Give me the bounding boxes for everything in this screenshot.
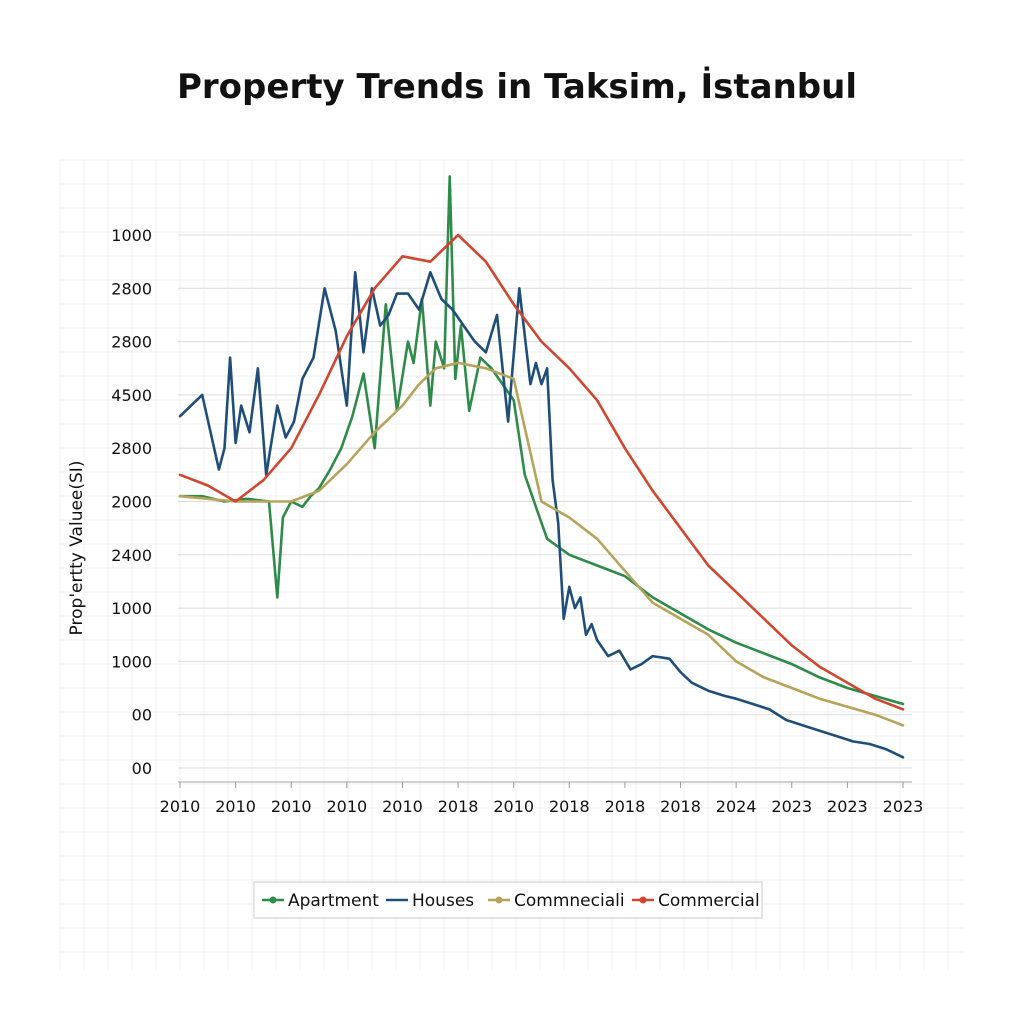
chart-title: Property Trends in Taksim, İstanbul (177, 66, 857, 107)
y-tick-label: 1000 (111, 652, 152, 671)
x-tick-label: 2010 (215, 797, 256, 816)
y-axis-ticks: 1000 2800 2800 4500 2800 2000 2400 1000 1000 00 00 (111, 226, 152, 778)
x-tick-label: 2024 (716, 797, 757, 816)
legend-label-commneciali: Commneciali (514, 891, 625, 911)
x-tick-label: 2018 (438, 797, 479, 816)
x-tick-label: 2023 (883, 797, 924, 816)
legend-marker-commneciali (495, 896, 503, 904)
y-axis-label: Prop'ertty Valuee(SI) (67, 461, 87, 636)
legend-label-houses: Houses (412, 891, 474, 911)
legend-label-commercial: Commercial (658, 891, 760, 911)
legend: Apartment Houses Commneciali Commercial (253, 881, 763, 919)
series-line-commercial (178, 233, 905, 711)
x-tick-label: 2010 (493, 797, 534, 816)
series-line-apartment (178, 175, 905, 706)
y-tick-label: 2000 (111, 493, 152, 512)
x-tick-label: 2023 (827, 797, 868, 816)
x-tick-label: 2010 (326, 797, 367, 816)
horizontal-gridlines (178, 234, 912, 769)
x-tick-label: 2010 (271, 797, 312, 816)
x-tick-label: 2023 (771, 797, 812, 816)
y-tick-label: 1000 (111, 599, 152, 618)
y-tick-label: 2400 (111, 546, 152, 565)
x-tick-label: 2018 (660, 797, 701, 816)
legend-marker-apartment (269, 896, 277, 904)
y-tick-label: 00 (132, 759, 152, 778)
x-tick-label: 2010 (160, 797, 201, 816)
legend-marker-commercial (639, 896, 647, 904)
y-tick-label: 00 (132, 706, 152, 725)
y-tick-label: 4500 (111, 386, 152, 405)
x-tick-label: 2018 (605, 797, 646, 816)
legend-label-apartment: Apartment (288, 891, 379, 911)
series-line-houses (178, 270, 905, 759)
legend-items: Apartment Houses Commneciali Commercial (262, 891, 760, 911)
series-layer (178, 175, 905, 759)
x-tick-label: 2018 (549, 797, 590, 816)
series-line-commneciali (178, 361, 905, 727)
y-tick-label: 2800 (111, 439, 152, 458)
y-tick-label: 1000 (111, 226, 152, 245)
x-tick-label: 2010 (382, 797, 423, 816)
y-tick-label: 2800 (111, 333, 152, 352)
y-tick-label: 2800 (111, 279, 152, 298)
x-axis-ticks: 2010 2010 2010 2010 2010 2018 2010 2018 2018 2018… (160, 782, 924, 816)
